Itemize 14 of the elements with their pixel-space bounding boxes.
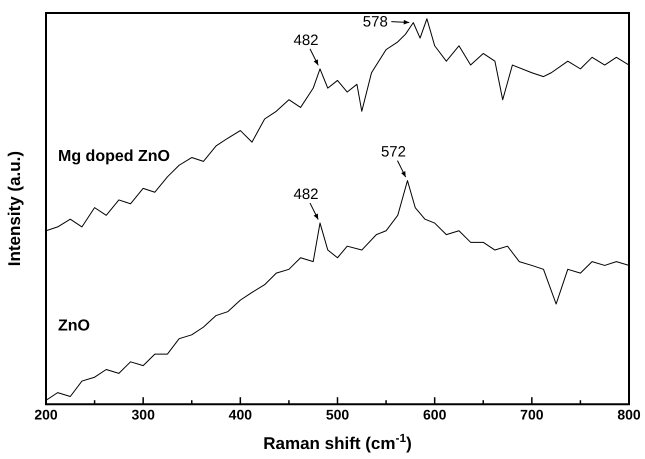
x-tick-label: 200 <box>34 406 58 422</box>
annotation: 572 <box>380 144 406 161</box>
y-axis-title: Intensity (a.u.) <box>5 150 24 266</box>
series-label: Mg doped ZnO <box>58 148 170 165</box>
annotation: 482 <box>293 186 319 204</box>
annotation: 482 <box>293 32 319 49</box>
x-tick-label: 800 <box>617 406 641 422</box>
annotation: 578 <box>362 14 388 31</box>
x-tick-label: 400 <box>228 406 252 422</box>
text: ZnO <box>58 317 90 334</box>
x-tick-label: 500 <box>326 406 350 422</box>
x-tick-label: 300 <box>131 406 156 422</box>
x-tick-label: 600 <box>422 406 447 422</box>
x-tick-label: 700 <box>520 406 544 422</box>
